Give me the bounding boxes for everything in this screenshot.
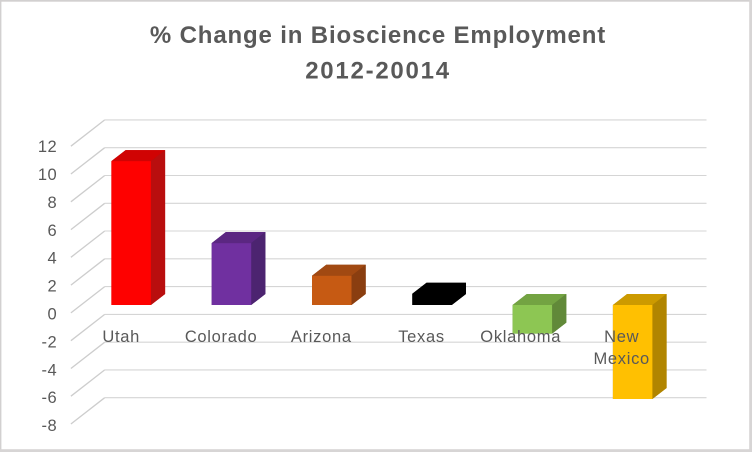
svg-text:4: 4 (48, 250, 58, 268)
svg-text:6: 6 (48, 222, 58, 240)
svg-text:-8: -8 (42, 417, 58, 435)
svg-text:Texas: Texas (398, 328, 445, 346)
svg-text:Arizona: Arizona (291, 328, 352, 346)
svg-text:-4: -4 (42, 361, 58, 379)
svg-text:Oklahoma: Oklahoma (480, 328, 561, 346)
svg-text:-6: -6 (42, 389, 58, 407)
svg-text:Utah: Utah (102, 328, 140, 346)
svg-text:0: 0 (48, 306, 58, 324)
svg-text:2012-20014: 2012-20014 (305, 57, 451, 84)
svg-text:10: 10 (38, 166, 57, 184)
svg-text:2: 2 (48, 278, 58, 296)
svg-text:New: New (604, 328, 639, 346)
svg-text:8: 8 (48, 194, 58, 212)
svg-text:% Change in Bioscience Employm: % Change in Bioscience Employment (150, 22, 606, 49)
svg-text:Mexico: Mexico (593, 350, 649, 368)
svg-text:12: 12 (38, 138, 57, 156)
svg-text:-2: -2 (42, 333, 58, 351)
svg-text:Colorado: Colorado (185, 328, 258, 346)
